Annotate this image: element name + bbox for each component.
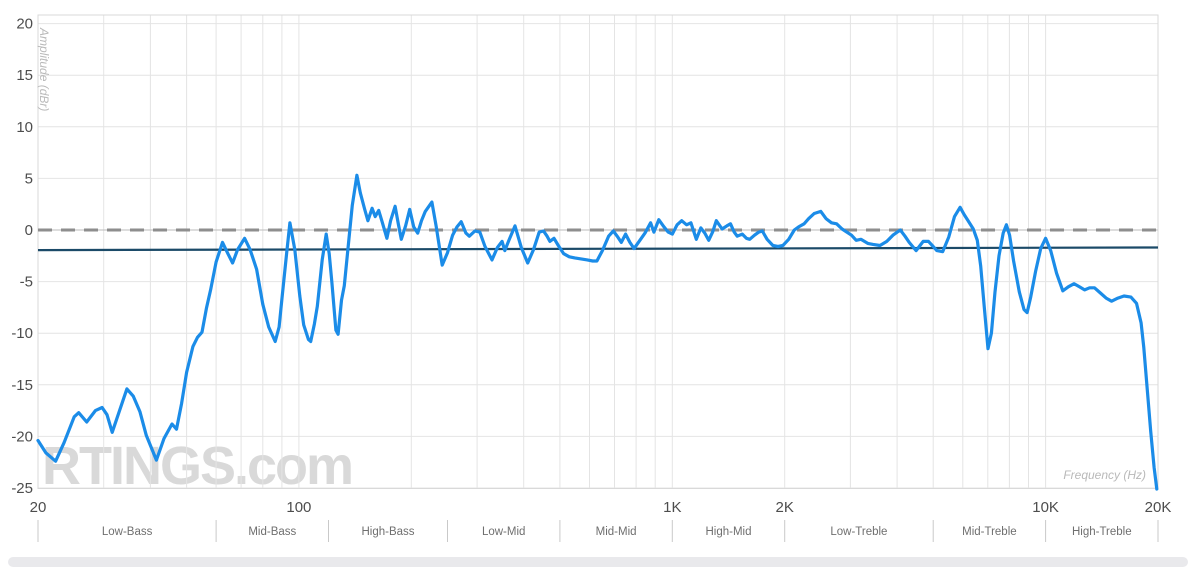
band-label: High-Mid — [705, 526, 751, 538]
plot-border — [37, 14, 1159, 489]
y-axis-tick-label: 0 — [25, 222, 33, 239]
y-axis-tick-label: -5 — [20, 274, 33, 291]
x-axis-tick-label: 2K — [776, 499, 794, 516]
y-axis-tick-label: 5 — [25, 170, 33, 187]
y-axis-tick-label: 20 — [16, 16, 33, 33]
x-axis-title: Frequency (Hz) — [1063, 468, 1146, 482]
x-axis-tick-label: 20 — [30, 499, 47, 516]
y-axis-tick-label: -15 — [11, 377, 33, 394]
band-label: Low-Treble — [830, 526, 887, 538]
band-label: High-Treble — [1072, 526, 1132, 538]
bottom-scrollbar[interactable] — [8, 557, 1188, 567]
band-label: Low-Bass — [102, 526, 153, 538]
band-label: Mid-Mid — [596, 526, 637, 538]
y-axis-tick-label: -20 — [11, 428, 33, 445]
band-label: Mid-Treble — [962, 526, 1017, 538]
band-label: High-Bass — [361, 526, 414, 538]
frequency-response-curve[interactable] — [36, 173, 1159, 491]
y-axis-tick-label: -25 — [11, 480, 33, 497]
watermark: RTINGS.com — [42, 436, 352, 496]
x-axis-tick-label: 10K — [1032, 499, 1059, 516]
x-axis-tick-label: 100 — [286, 499, 311, 516]
target-response-line — [37, 246, 1159, 252]
band-label: Mid-Bass — [248, 526, 296, 538]
y-axis-tick-label: 10 — [16, 119, 33, 136]
y-axis-tick-label: 15 — [16, 67, 33, 84]
x-axis-tick-label: 1K — [663, 499, 681, 516]
band-label: Low-Mid — [482, 526, 525, 538]
x-axis-tick-label: 20K — [1145, 499, 1172, 516]
y-axis-tick-label: -10 — [11, 325, 33, 342]
y-axis-title: Amplitude (dBr) — [37, 27, 51, 111]
